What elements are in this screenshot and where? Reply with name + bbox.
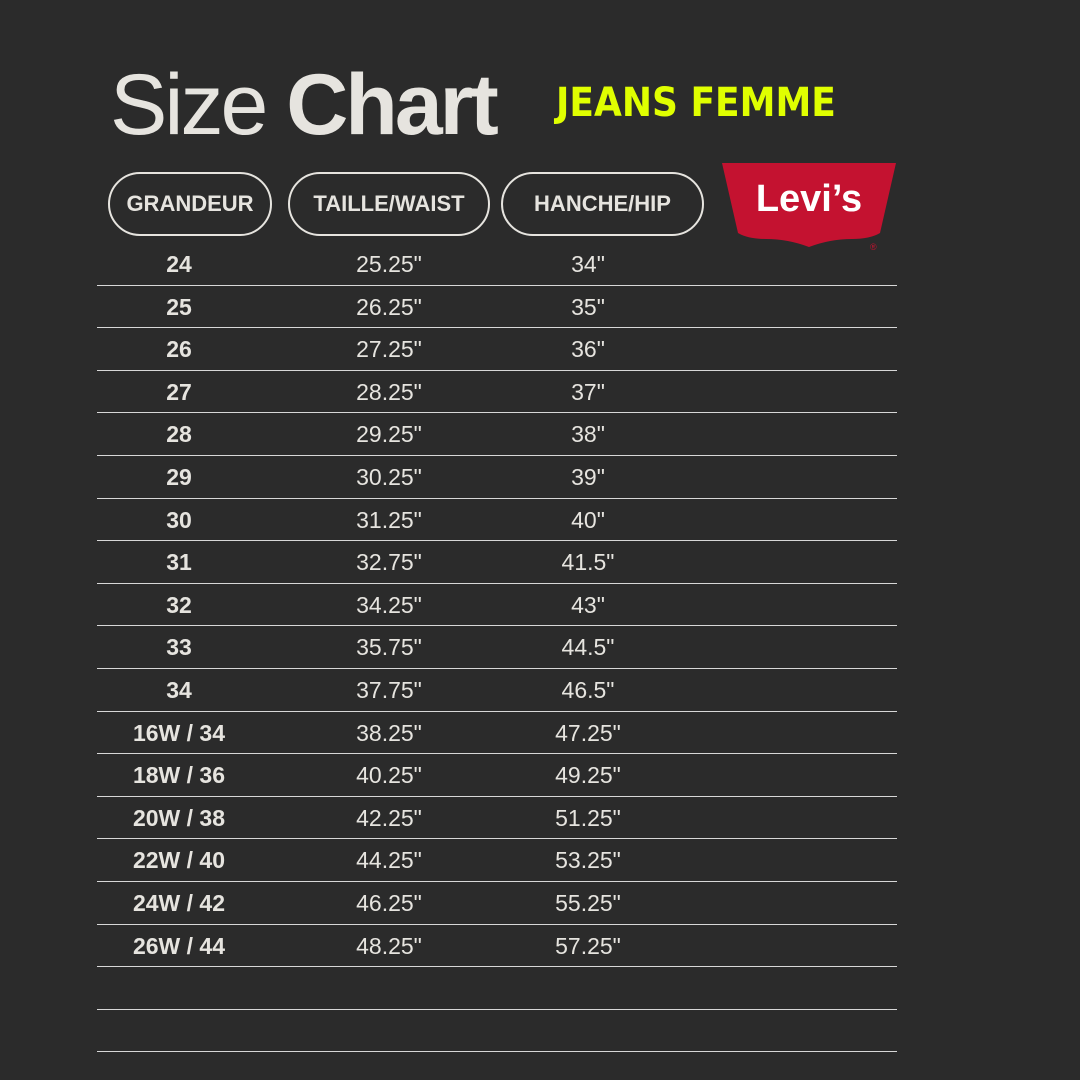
waist-cell: 37.75" [356,676,422,703]
levis-logo: Levi’s ® [722,163,896,251]
size-cell: 31 [166,549,192,576]
hip-cell: 39" [571,463,605,490]
page-title: Size Chart [110,56,499,155]
size-cell: 24 [166,251,192,277]
table-row: 29 30.25" 39" [97,456,897,499]
size-cell: 18W / 36 [132,762,226,789]
header-waist: TAILLE/WAIST [288,172,490,236]
waist-cell: 25.25" [356,251,422,277]
size-cell: 34 [166,676,192,703]
table-row [97,967,897,1010]
hip-cell: 34" [571,251,605,277]
waist-cell: 40.25" [356,762,422,789]
table-row: 26W / 44 48.25" 57.25" [97,925,897,968]
waist-cell: 30.25" [356,463,422,490]
waist-cell: 44.25" [356,847,422,874]
hip-cell: 46.5" [561,676,615,703]
waist-cell: 34.25" [356,591,422,618]
hip-cell: 36" [571,336,605,363]
size-cell: 33 [166,634,192,661]
svg-text:®: ® [870,242,877,251]
table-row: 18W / 36 40.25" 49.25" [97,754,897,797]
table-row: 28 29.25" 38" [97,413,897,456]
table-row: 32 34.25" 43" [97,584,897,627]
hip-cell: 57.25" [555,932,621,959]
size-cell: 20W / 38 [132,804,226,831]
waist-cell: 35.75" [356,634,422,661]
svg-text:Levi’s: Levi’s [756,178,862,220]
hip-cell: 44.5" [561,634,615,661]
table-row: 16W / 34 38.25" 47.25" [97,712,897,755]
size-cell: 29 [166,463,192,490]
hip-cell: 55.25" [555,889,621,916]
hip-cell: 38" [571,421,605,448]
waist-cell: 32.75" [356,549,422,576]
header-hip: HANCHE/HIP [501,172,704,236]
size-cell: 16W / 34 [132,719,226,746]
title-light: Size [110,57,268,153]
size-cell: 24W / 42 [132,889,226,916]
subtitle: JEANS FEMME [556,80,836,126]
hip-cell: 53.25" [555,847,621,874]
waist-cell: 26.25" [356,293,422,320]
size-cell: 32 [166,591,192,618]
hip-cell: 37" [571,378,605,405]
waist-cell: 42.25" [356,804,422,831]
waist-cell: 46.25" [356,889,422,916]
table-row: 31 32.75" 41.5" [97,541,897,584]
table-row: 30 31.25" 40" [97,499,897,542]
waist-cell: 31.25" [356,506,422,533]
header-grandeur: GRANDEUR [108,172,272,236]
table-row: 22W / 40 44.25" 53.25" [97,839,897,882]
table-row: 27 28.25" 37" [97,371,897,414]
size-cell: 26 [166,336,192,363]
waist-cell: 27.25" [356,336,422,363]
hip-cell: 43" [571,591,605,618]
hip-cell: 41.5" [561,549,615,576]
waist-cell: 28.25" [356,378,422,405]
table-row: 24W / 42 46.25" 55.25" [97,882,897,925]
table-row: 33 35.75" 44.5" [97,626,897,669]
size-table: 24 25.25" 34" 25 26.25" 35" 26 27.25" 36" 27 28.25… [97,243,897,1053]
title-bold: Chart [286,57,499,153]
size-cell: 30 [166,506,192,533]
hip-cell: 40" [571,506,605,533]
table-row [97,1010,897,1053]
waist-cell: 38.25" [356,719,422,746]
table-row: 24 25.25" 34" [97,243,897,286]
hip-cell: 49.25" [555,762,621,789]
hip-cell: 35" [571,293,605,320]
hip-cell: 51.25" [555,804,621,831]
size-cell: 26W / 44 [132,932,226,959]
waist-cell: 48.25" [356,932,422,959]
size-cell: 28 [166,421,192,448]
hip-cell: 47.25" [555,719,621,746]
table-row: 25 26.25" 35" [97,286,897,329]
table-row: 26 27.25" 36" [97,328,897,371]
table-row: 34 37.75" 46.5" [97,669,897,712]
size-cell: 27 [166,378,192,405]
size-cell: 22W / 40 [132,847,226,874]
table-row: 20W / 38 42.25" 51.25" [97,797,897,840]
size-cell: 25 [166,293,192,320]
waist-cell: 29.25" [356,421,422,448]
